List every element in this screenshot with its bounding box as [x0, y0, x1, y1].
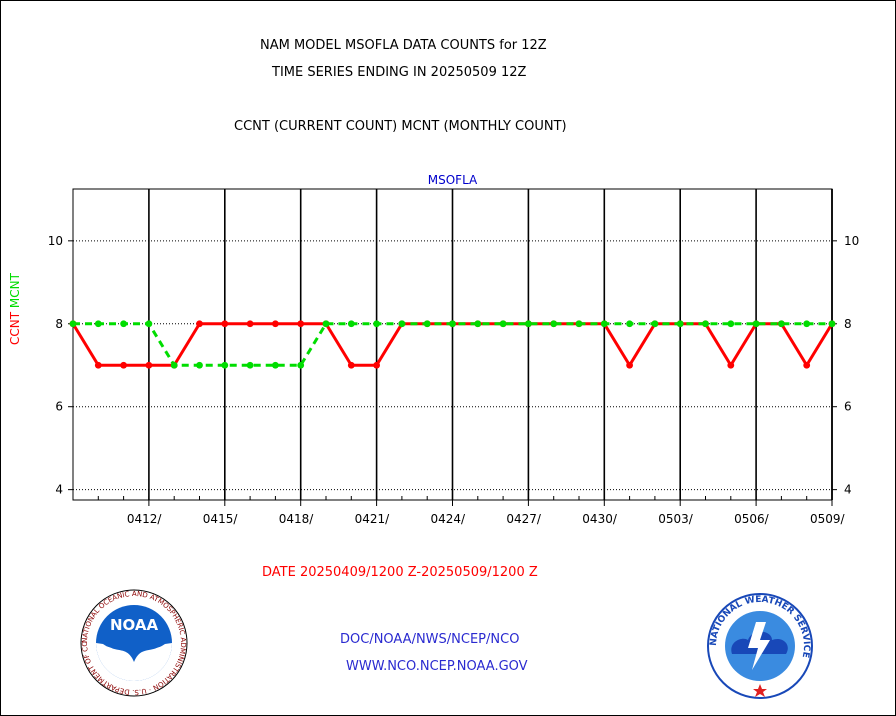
data-point-ccnt	[145, 361, 153, 369]
data-point-mcnt	[752, 320, 760, 328]
y-axis-label-part: MCNT	[8, 272, 22, 312]
org-path-label: DOC/NOAA/NWS/NCEP/NCO	[340, 632, 520, 647]
data-point-mcnt	[449, 320, 456, 328]
data-point-mcnt	[626, 320, 633, 328]
data-point-ccnt	[803, 361, 811, 369]
station-label: MSOFLA	[428, 173, 478, 187]
data-point-mcnt	[676, 320, 684, 328]
y-tick-label-left: 6	[55, 400, 63, 414]
y-tick-label-right: 8	[844, 317, 852, 331]
data-point-mcnt	[803, 320, 811, 328]
x-tick-label: 0430/	[582, 512, 618, 526]
data-point-ccnt	[246, 320, 254, 328]
data-point-ccnt	[727, 361, 735, 369]
x-tick-label: 0415/	[203, 512, 239, 526]
chart-title-line2: TIME SERIES ENDING IN 20250509 12Z	[272, 65, 527, 80]
data-point-mcnt	[525, 320, 532, 328]
y-axis-label-part: CCNT	[8, 311, 22, 345]
data-point-mcnt	[322, 320, 330, 328]
data-point-ccnt	[626, 361, 633, 369]
y-tick-label-left: 8	[55, 317, 63, 331]
data-point-mcnt	[423, 320, 431, 328]
data-point-mcnt	[727, 320, 735, 328]
x-tick-label: 0506/	[734, 512, 770, 526]
data-point-mcnt	[499, 320, 507, 328]
data-point-mcnt	[347, 320, 355, 328]
data-point-ccnt	[297, 320, 305, 328]
data-point-ccnt	[120, 361, 127, 369]
data-point-mcnt	[196, 361, 203, 369]
chart-subtitle: CCNT (CURRENT COUNT) MCNT (MONTHLY COUNT…	[234, 119, 567, 134]
data-point-mcnt	[221, 361, 229, 369]
y-tick-label-right: 10	[844, 234, 859, 248]
data-point-mcnt	[94, 320, 102, 328]
y-tick-label-right: 4	[844, 483, 852, 497]
x-tick-label: 0421/	[355, 512, 391, 526]
data-point-mcnt	[550, 320, 558, 328]
y-tick-label-left: 4	[55, 483, 63, 497]
data-point-mcnt	[474, 320, 482, 328]
data-point-mcnt	[170, 361, 178, 369]
noaa-logo-text: NOAA	[110, 616, 159, 634]
website-link[interactable]: WWW.NCO.NCEP.NOAA.GOV	[346, 659, 528, 674]
x-tick-label: 0503/	[658, 512, 694, 526]
data-point-mcnt	[575, 320, 583, 328]
chart-title-line1: NAM MODEL MSOFLA DATA COUNTS for 12Z	[260, 38, 547, 53]
data-point-ccnt	[94, 361, 102, 369]
data-point-mcnt	[778, 320, 785, 328]
data-point-mcnt	[246, 361, 254, 369]
x-tick-label: 0418/	[279, 512, 315, 526]
data-point-mcnt	[702, 320, 709, 328]
data-point-mcnt	[145, 320, 153, 328]
y-tick-label-right: 6	[844, 400, 852, 414]
nws-logo: NATIONAL WEATHER SERVICE	[707, 593, 813, 699]
x-tick-label: 0427/	[506, 512, 542, 526]
data-point-ccnt	[221, 320, 229, 328]
data-point-mcnt	[69, 320, 77, 328]
data-point-mcnt	[272, 361, 279, 369]
data-point-mcnt	[651, 320, 659, 328]
data-point-ccnt	[347, 361, 355, 369]
data-point-ccnt	[196, 320, 203, 328]
x-tick-label: 0412/	[127, 512, 163, 526]
y-tick-label-left: 10	[48, 234, 63, 248]
data-point-mcnt	[600, 320, 608, 328]
date-range-label: DATE 20250409/1200 Z-20250509/1200 Z	[262, 565, 538, 580]
x-tick-label: 0424/	[431, 512, 467, 526]
noaa-logo: NATIONAL OCEANIC AND ATMOSPHERIC ADMINIS…	[79, 588, 188, 697]
y-axis-label: CCNT MCNT	[8, 272, 22, 345]
data-point-mcnt	[120, 320, 127, 328]
data-point-mcnt	[398, 320, 406, 328]
data-point-mcnt	[297, 361, 305, 369]
data-point-ccnt	[272, 320, 279, 328]
data-point-mcnt	[373, 320, 380, 328]
data-point-ccnt	[373, 361, 380, 369]
data-point-mcnt	[828, 320, 836, 328]
x-tick-label: 0509/	[810, 512, 846, 526]
